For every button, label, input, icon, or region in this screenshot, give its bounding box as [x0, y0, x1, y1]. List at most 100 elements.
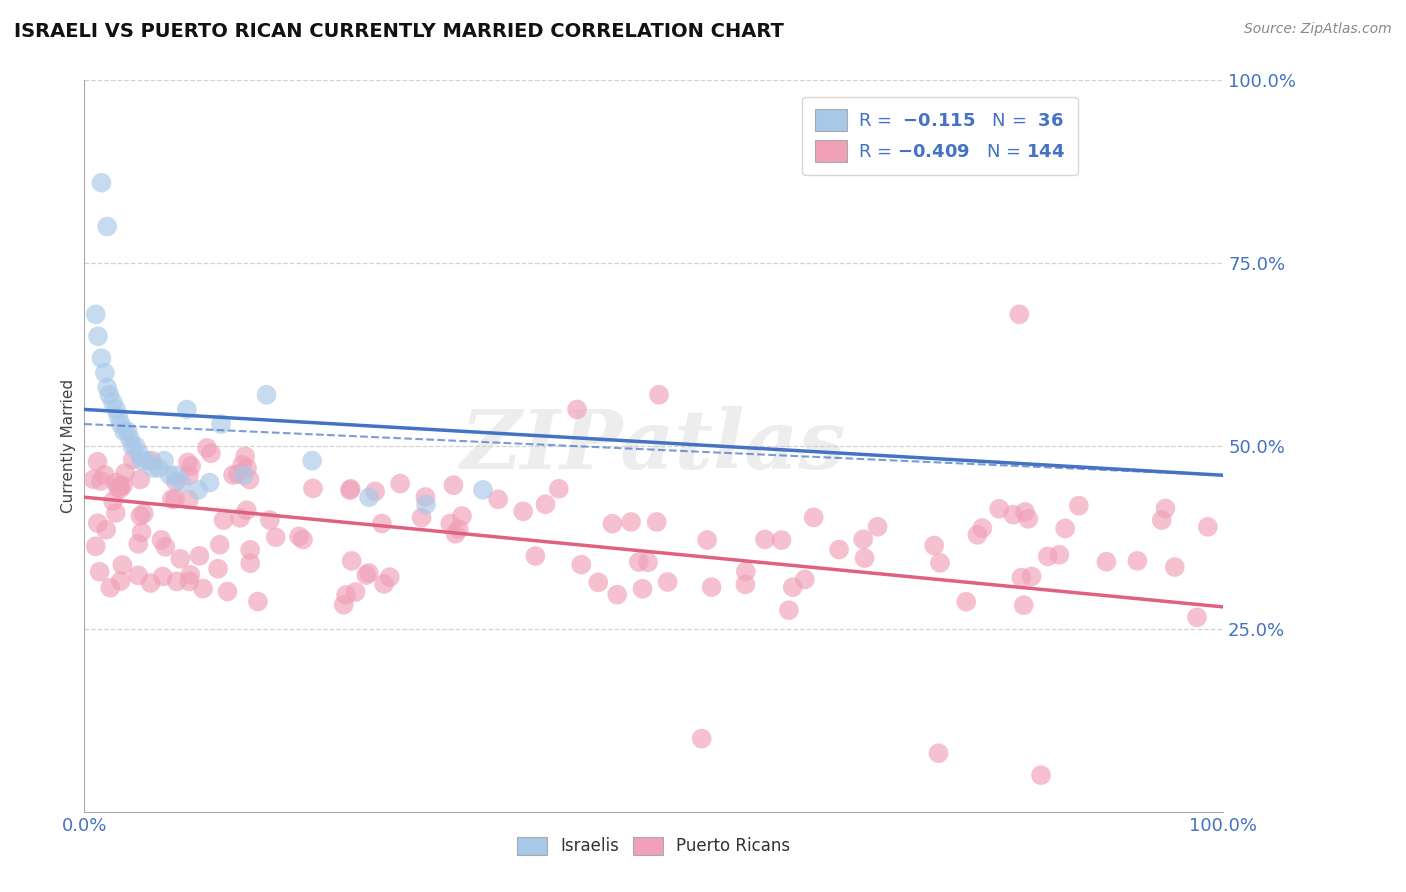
Point	[179, 567, 201, 582]
Point	[340, 554, 363, 568]
Point	[1017, 512, 1039, 526]
Point	[177, 455, 200, 469]
Point	[84, 539, 107, 553]
Point	[87, 516, 110, 531]
Point	[152, 569, 174, 583]
Point	[354, 568, 377, 582]
Point	[364, 484, 387, 499]
Point	[139, 576, 162, 591]
Point	[1164, 560, 1187, 574]
Point	[107, 409, 129, 424]
Point	[928, 746, 950, 760]
Point	[90, 176, 112, 190]
Point	[208, 538, 231, 552]
Point	[179, 574, 201, 589]
Point	[148, 461, 170, 475]
Point	[1095, 555, 1118, 569]
Point	[166, 574, 188, 589]
Point	[110, 574, 132, 588]
Point	[169, 551, 191, 566]
Point	[534, 497, 557, 511]
Point	[150, 533, 173, 547]
Point	[778, 603, 800, 617]
Point	[922, 539, 945, 553]
Point	[110, 417, 132, 431]
Point	[232, 468, 254, 483]
Point	[142, 461, 165, 475]
Point	[188, 549, 211, 563]
Point	[212, 513, 235, 527]
Point	[124, 439, 146, 453]
Point	[96, 380, 118, 394]
Point	[657, 574, 679, 589]
Point	[371, 516, 394, 531]
Point	[114, 466, 136, 480]
Point	[547, 482, 569, 496]
Point	[447, 522, 470, 536]
Point	[966, 528, 988, 542]
Point	[93, 467, 115, 482]
Point	[118, 432, 141, 446]
Point	[105, 402, 128, 417]
Point	[389, 476, 412, 491]
Point	[441, 478, 464, 492]
Point	[486, 492, 509, 507]
Point	[155, 540, 177, 554]
Point	[378, 570, 401, 584]
Point	[1150, 513, 1173, 527]
Point	[439, 516, 461, 531]
Point	[852, 533, 875, 547]
Point	[645, 515, 668, 529]
Point	[472, 483, 495, 497]
Point	[770, 533, 793, 547]
Point	[131, 525, 153, 540]
Point	[288, 529, 311, 543]
Point	[127, 568, 149, 582]
Point	[1014, 505, 1036, 519]
Point	[108, 482, 131, 496]
Point	[121, 439, 143, 453]
Point	[107, 481, 129, 495]
Point	[1008, 307, 1031, 321]
Point	[84, 307, 107, 321]
Point	[117, 425, 139, 439]
Point	[415, 498, 437, 512]
Point	[94, 366, 117, 380]
Point	[734, 565, 756, 579]
Point	[90, 351, 112, 366]
Point	[359, 490, 381, 504]
Point	[1197, 520, 1219, 534]
Point	[828, 542, 851, 557]
Point	[98, 581, 121, 595]
Point	[444, 526, 467, 541]
Point	[104, 506, 127, 520]
Point	[104, 475, 127, 490]
Point	[82, 472, 104, 486]
Point	[524, 549, 547, 563]
Point	[302, 481, 325, 495]
Point	[226, 467, 249, 481]
Point	[191, 582, 214, 596]
Point	[187, 483, 209, 497]
Text: Source: ZipAtlas.com: Source: ZipAtlas.com	[1244, 22, 1392, 37]
Point	[853, 551, 876, 566]
Point	[1185, 610, 1208, 624]
Point	[335, 588, 357, 602]
Point	[86, 455, 108, 469]
Point	[132, 507, 155, 521]
Point	[754, 533, 776, 547]
Point	[259, 513, 281, 527]
Point	[127, 537, 149, 551]
Point	[620, 515, 643, 529]
Point	[734, 577, 756, 591]
Point	[803, 510, 825, 524]
Point	[231, 458, 253, 472]
Point	[229, 511, 252, 525]
Point	[512, 504, 534, 518]
Point	[160, 492, 183, 507]
Point	[180, 458, 202, 473]
Point	[988, 501, 1011, 516]
Point	[246, 594, 269, 608]
Text: ISRAELI VS PUERTO RICAN CURRENTLY MARRIED CORRELATION CHART: ISRAELI VS PUERTO RICAN CURRENTLY MARRIE…	[14, 22, 785, 41]
Point	[690, 731, 713, 746]
